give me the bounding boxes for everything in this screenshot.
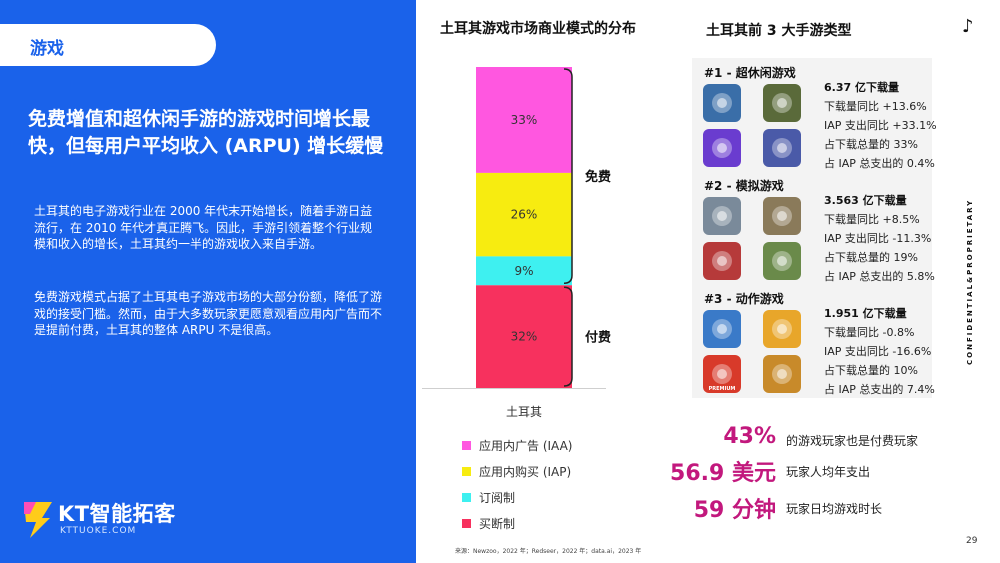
highlight-number: 59 分钟 [693,498,776,523]
category-heading: #3 - 动作游戏 [704,292,784,306]
source-note: 来源：Newzoo，2022 年；Redseer，2022 年；data.ai，… [455,548,642,555]
downloads-value: 3.563 亿下载量 [824,194,907,207]
logo-url: KTTUOKE.COM [60,526,137,536]
legend-swatch [462,467,471,476]
bar-value-label: 9% [514,264,533,278]
car-game-icon[interactable] [703,84,741,122]
stat-line: 下载量同比 +13.6% [824,100,927,113]
legend-swatch [462,493,471,502]
category-heading: #2 - 模拟游戏 [704,179,784,193]
category-stats: 6.37 亿下载量下载量同比 +13.6% IAP 支出同比 +33.1% 占下载总… [824,78,937,173]
category-stats: 3.563 亿下载量 下载量同比 +8.5% IAP 支出同比 -11.3% 占下载总… [824,191,935,286]
highlight-label: 的游戏玩家也是付费玩家 [786,434,919,448]
city-sim-game-icon[interactable] [703,197,741,235]
side-label: CONFIDENTIAL&PROPRIETARY [966,195,978,365]
brawl-game-icon[interactable] [763,310,801,348]
legend-label: 买断制 [479,517,516,531]
bar-value-label: 32% [511,330,538,344]
bar-segment [476,285,572,388]
confidential-label: CONFIDENTIAL&PROPRIETARY [966,198,974,365]
stat-line: 下载量同比 -0.8% [824,326,915,339]
bracket-label: 免费 [585,169,611,185]
snake-game-icon[interactable] [703,129,741,167]
section-tab-label: 游戏 [30,39,64,59]
paragraph-2: 免费游戏模式占据了土耳其电子游戏市场的大部分份额，降低了游戏的接受门槛。然而，由… [34,290,383,337]
legend-item: 买断制 [462,515,515,532]
lightning-logo-icon [24,502,52,538]
chart-title: 土耳其游戏市场商业模式的分布 [440,21,636,37]
logo-brand: KT智能拓客 [58,502,176,526]
legend-item: 应用内购买 (IAP) [462,463,571,480]
section-tab[interactable]: 游戏 [0,24,216,66]
group-bracket [563,68,573,285]
stat-line: IAP 支出同比 +33.1% [824,119,937,132]
subway-runner-game-icon[interactable] [703,310,741,348]
highlight-label: 玩家日均游戏时长 [786,502,883,516]
category-heading: #1 - 超休闲游戏 [704,66,796,80]
category-label: 土耳其 [506,405,542,419]
stat-line: 占 IAP 总支出的 5.8% [824,270,935,283]
legend-label: 订阅制 [479,491,516,505]
headline: 免费增值和超休闲手游的游戏时间增长最快，但每用户平均收入 (ARPU) 增长缓慢 [28,108,384,157]
highlight-number: 56.9 美元 [670,461,776,486]
talking-tom-game-icon[interactable] [763,197,801,235]
paragraph-1: 土耳其的电子游戏行业在 2000 年代末开始增长，随着手游日益流行，在 2010… [34,204,373,251]
group-bracket [563,286,573,387]
tiktok-icon: ♪ [962,16,974,37]
holiday-friends-game-icon[interactable] [703,242,741,280]
downloads-value: 6.37 亿下载量 [824,81,899,94]
stat-line: IAP 支出同比 -16.6% [824,345,932,358]
downloads-value: 1.951 亿下载量 [824,307,907,320]
stat-line: IAP 支出同比 -11.3% [824,232,932,245]
bar-value-label: 26% [511,208,538,222]
left-panel: 游戏 免费增值和超休闲手游的游戏时间增长最快，但每用户平均收入 (ARPU) 增… [0,0,416,563]
highlight-number: 43% [723,424,776,449]
legend-item: 应用内广告 (IAA) [462,437,572,454]
legend-swatch [462,441,471,450]
kt-logo: KT智能拓客 KTTUOKE.COM [20,498,220,543]
legend-swatch [462,519,471,528]
red-ball-game-icon[interactable]: PREMIUM [703,355,741,393]
legend-label: 应用内广告 (IAA) [479,439,573,453]
page-number: 29 [966,536,978,546]
bar-segment [476,172,572,257]
thumb-caption: PREMIUM [708,386,736,392]
gold-run-game-icon[interactable] [763,355,801,393]
category-stats: 1.951 亿下载量 下载量同比 -0.8% IAP 支出同比 -16.6% 占下载总… [824,304,935,399]
highlight-label: 玩家人均年支出 [786,465,871,479]
ball-track-game-icon[interactable] [763,84,801,122]
tiles-game-icon[interactable] [763,129,801,167]
legend-label: 应用内购买 (IAP) [479,465,572,479]
bar-value-label: 33% [511,113,538,127]
stat-line: 占下载总量的 19% [824,251,918,264]
block-building-game-icon[interactable] [763,242,801,280]
stat-line: 占 IAP 总支出的 7.4% [824,383,935,396]
bar-segment [476,67,572,173]
top3-title: 土耳其前 3 大手游类型 [706,23,852,39]
stat-line: 下载量同比 +8.5% [824,213,920,226]
stat-line: 占下载总量的 10% [824,364,918,377]
stat-line: 占下载总量的 33% [824,138,918,151]
legend-item: 订阅制 [462,489,515,506]
bar-segment [476,256,572,286]
bracket-label: 付费 [585,330,611,346]
stat-line: 占 IAP 总支出的 0.4% [824,157,935,170]
